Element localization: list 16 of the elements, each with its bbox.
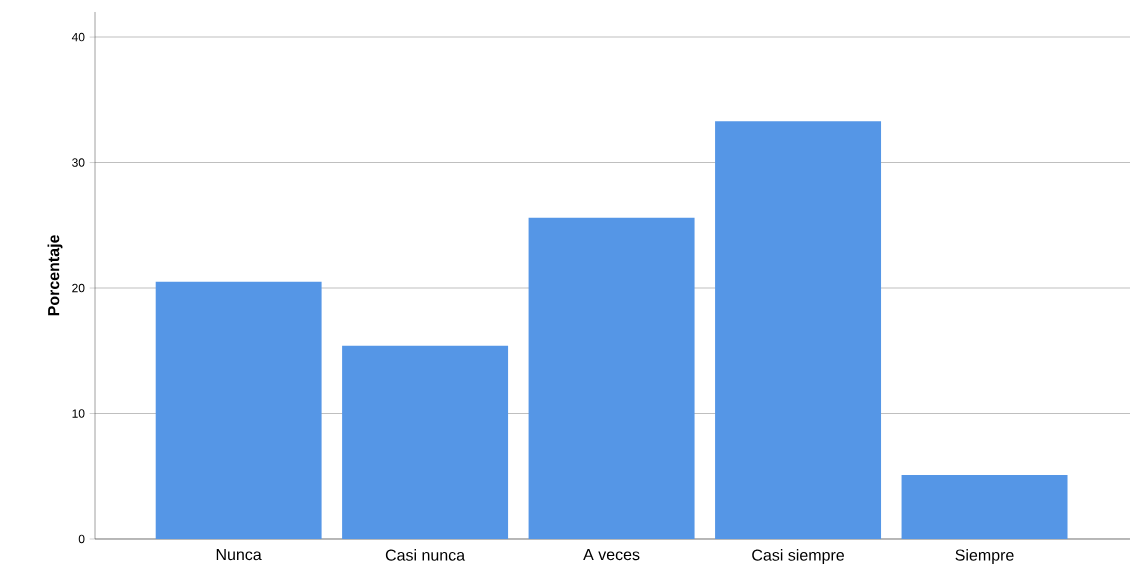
bar [715, 121, 882, 539]
y-axis-title: Porcentaje [47, 235, 63, 316]
bar [528, 217, 695, 539]
x-tick-label: A veces [583, 549, 640, 561]
y-tick-label: 0 [78, 534, 85, 544]
x-tick-label: Casi siempre [752, 549, 844, 564]
y-tick-label: 40 [71, 32, 85, 42]
y-tick-label: 10 [72, 409, 85, 418]
x-tick-label: Casi nunca [385, 549, 466, 561]
bar [155, 281, 322, 539]
bar [342, 345, 509, 539]
y-tick-label: 30 [72, 158, 85, 167]
x-tick-label: Siempre [955, 549, 1014, 564]
x-tick-label: Nunca [216, 549, 262, 561]
bar [901, 474, 1068, 539]
y-tick-label: 20 [72, 283, 85, 293]
